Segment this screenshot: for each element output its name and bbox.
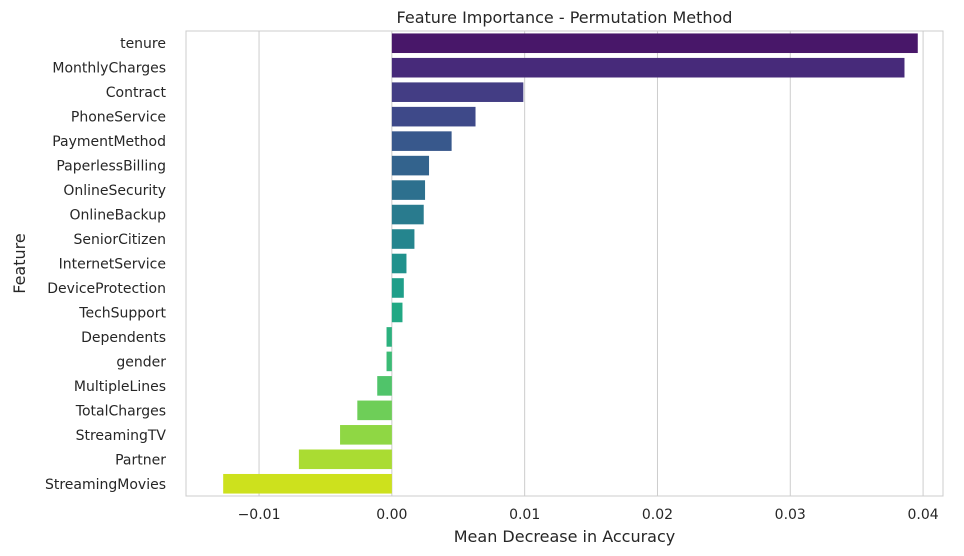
y-tick-label: InternetService [59, 257, 166, 273]
y-tick-labels: tenure MonthlyCharges Contract PhoneService… [45, 36, 167, 493]
y-tick-label: MultipleLines [74, 379, 166, 395]
bar-MultipleLines [377, 376, 392, 396]
y-tick-label: OnlineBackup [70, 208, 167, 224]
x-tick-label: −0.01 [238, 507, 281, 523]
bar-Partner [298, 449, 392, 470]
plot-frame [185, 30, 944, 497]
y-tick-label: StreamingTV [76, 428, 167, 444]
x-tick-label: 0.02 [642, 507, 673, 523]
y-axis-title: Feature [10, 233, 29, 293]
bar-PaymentMethod [391, 131, 452, 151]
bar-StreamingTV [340, 425, 392, 445]
y-tick-label: tenure [120, 36, 166, 52]
x-tick-label: 0.04 [907, 507, 938, 523]
y-tick-label: OnlineSecurity [63, 183, 166, 199]
y-tick-label: Contract [106, 85, 167, 101]
bar-OnlineSecurity [391, 180, 426, 200]
x-tick-labels: −0.01 0.00 0.01 0.02 0.03 0.04 [238, 507, 939, 523]
bars [223, 33, 918, 494]
x-tick-label: 0.00 [376, 507, 407, 523]
y-tick-label: TechSupport [78, 305, 166, 321]
y-tick-label: PaperlessBilling [56, 159, 166, 175]
bar-gender [386, 351, 392, 372]
bar-InternetService [391, 253, 407, 274]
y-tick-label: Dependents [81, 330, 166, 346]
x-tick-label: 0.01 [509, 507, 540, 523]
y-tick-label: PaymentMethod [52, 134, 166, 150]
y-tick-label: StreamingMovies [45, 477, 166, 493]
y-tick-label: DeviceProtection [47, 281, 166, 297]
y-tick-label: PhoneService [71, 110, 166, 126]
bar-StreamingMovies [223, 473, 392, 494]
y-tick-label: TotalCharges [75, 403, 166, 419]
bar-PhoneService [391, 106, 476, 127]
x-axis-title: Mean Decrease in Accuracy [454, 527, 676, 546]
bar-TotalCharges [357, 400, 392, 421]
y-tick-label: MonthlyCharges [52, 61, 166, 77]
bar-DeviceProtection [391, 278, 404, 298]
bar-Contract [391, 82, 524, 102]
bar-MonthlyCharges [391, 57, 905, 78]
y-tick-label: gender [116, 354, 166, 370]
y-tick-label: Partner [115, 452, 166, 468]
plot-area [186, 31, 943, 496]
bar-Dependents [386, 327, 392, 347]
y-tick-label: SeniorCitizen [74, 232, 166, 248]
bar-OnlineBackup [391, 204, 424, 225]
chart-title: Feature Importance - Permutation Method [397, 8, 733, 27]
bar-PaperlessBilling [391, 155, 430, 176]
x-tick-label: 0.03 [775, 507, 806, 523]
bar-TechSupport [391, 302, 403, 323]
bar-tenure [391, 33, 918, 54]
bar-SeniorCitizen [391, 229, 415, 249]
